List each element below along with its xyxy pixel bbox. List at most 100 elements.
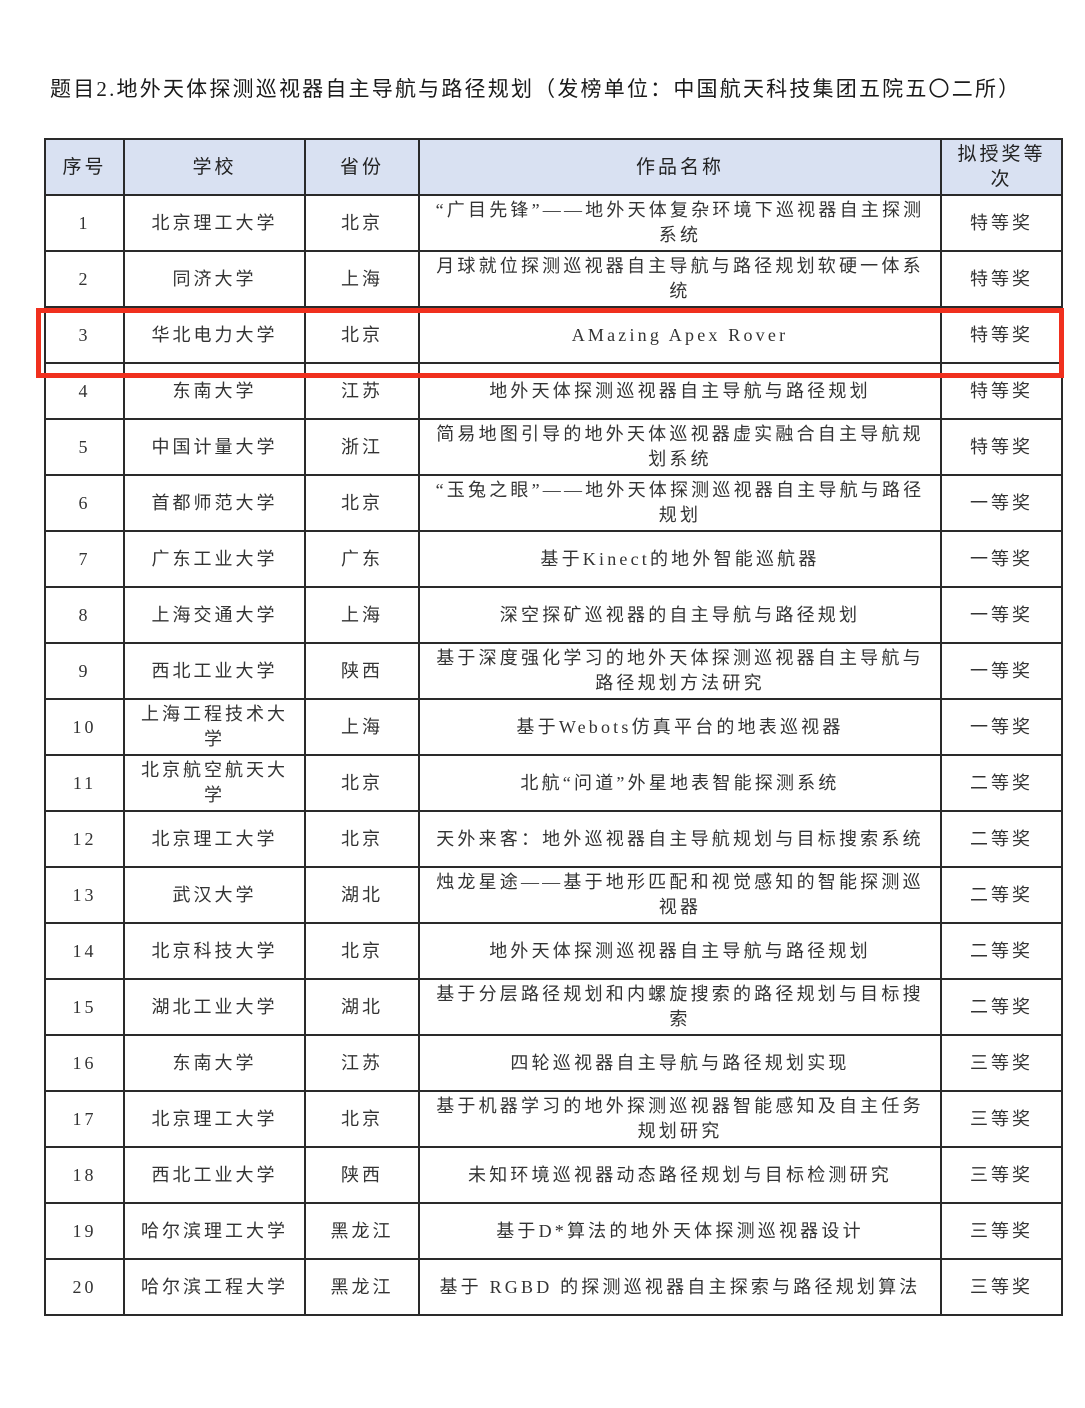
province-cell: 北京	[304, 1090, 420, 1148]
award-cell: 三等奖	[940, 1258, 1063, 1316]
row-number: 6	[44, 474, 125, 532]
award-cell: 三等奖	[940, 1090, 1063, 1148]
row-number: 3	[44, 306, 125, 364]
work-title-cell: “玉兔之眼”——地外天体探测巡视器自主导航与路径规划	[418, 474, 942, 532]
award-cell: 特等奖	[940, 418, 1063, 476]
award-cell: 三等奖	[940, 1034, 1063, 1092]
row-number: 10	[44, 698, 125, 756]
work-title-cell: 深空探矿巡视器的自主导航与路径规划	[418, 586, 942, 644]
table-row: 20 哈尔滨工程大学 黑龙江 基于 RGBD 的探测巡视器自主探索与路径规划算法 三等奖	[44, 1258, 1063, 1316]
header-award: 拟授奖等次	[940, 138, 1063, 196]
work-title-cell: 简易地图引导的地外天体巡视器虚实融合自主导航规划系统	[418, 418, 942, 476]
table-row: 3 华北电力大学 北京 AMazing Apex Rover 特等奖	[44, 306, 1063, 364]
school-cell: 北京航空航天大学	[123, 754, 306, 812]
award-cell: 特等奖	[940, 306, 1063, 364]
award-cell: 二等奖	[940, 922, 1063, 980]
school-cell: 北京科技大学	[123, 922, 306, 980]
province-cell: 北京	[304, 810, 420, 868]
school-cell: 东南大学	[123, 362, 306, 420]
province-cell: 广东	[304, 530, 420, 588]
province-cell: 北京	[304, 754, 420, 812]
row-number: 5	[44, 418, 125, 476]
table-row: 2 同济大学 上海 月球就位探测巡视器自主导航与路径规划软硬一体系统 特等奖	[44, 250, 1063, 308]
table-row: 16 东南大学 江苏 四轮巡视器自主导航与路径规划实现 三等奖	[44, 1034, 1063, 1092]
work-title-cell: 基于Webots仿真平台的地表巡视器	[418, 698, 942, 756]
table-row: 17 北京理工大学 北京 基于机器学习的地外探测巡视器智能感知及自主任务规划研究 三等奖	[44, 1090, 1063, 1148]
award-cell: 二等奖	[940, 810, 1063, 868]
work-title-cell: “广目先锋”——地外天体复杂环境下巡视器自主探测系统	[418, 194, 942, 252]
award-cell: 三等奖	[940, 1202, 1063, 1260]
table-header-row: 序号 学校 省份 作品名称 拟授奖等次	[44, 138, 1063, 196]
work-title-cell: 基于深度强化学习的地外天体探测巡视器自主导航与路径规划方法研究	[418, 642, 942, 700]
row-number: 12	[44, 810, 125, 868]
school-cell: 湖北工业大学	[123, 978, 306, 1036]
province-cell: 湖北	[304, 978, 420, 1036]
award-cell: 二等奖	[940, 978, 1063, 1036]
province-cell: 江苏	[304, 1034, 420, 1092]
results-table: 序号 学校 省份 作品名称 拟授奖等次 1 北京理工大学 北京 “广目先锋”——地外天…	[44, 138, 1063, 1316]
award-cell: 一等奖	[940, 530, 1063, 588]
work-title-cell: 基于机器学习的地外探测巡视器智能感知及自主任务规划研究	[418, 1090, 942, 1148]
work-title-cell: 四轮巡视器自主导航与路径规划实现	[418, 1034, 942, 1092]
table-row: 1 北京理工大学 北京 “广目先锋”——地外天体复杂环境下巡视器自主探测系统 特等奖	[44, 194, 1063, 252]
row-number: 18	[44, 1146, 125, 1204]
table-row: 13 武汉大学 湖北 烛龙星途——基于地形匹配和视觉感知的智能探测巡视器 二等奖	[44, 866, 1063, 924]
school-cell: 西北工业大学	[123, 1146, 306, 1204]
school-cell: 上海工程技术大学	[123, 698, 306, 756]
school-cell: 东南大学	[123, 1034, 306, 1092]
province-cell: 北京	[304, 306, 420, 364]
row-number: 9	[44, 642, 125, 700]
school-cell: 哈尔滨理工大学	[123, 1202, 306, 1260]
school-cell: 北京理工大学	[123, 194, 306, 252]
work-title-cell: 天外来客：地外巡视器自主导航规划与目标搜索系统	[418, 810, 942, 868]
award-cell: 特等奖	[940, 362, 1063, 420]
table-row: 6 首都师范大学 北京 “玉兔之眼”——地外天体探测巡视器自主导航与路径规划 一等奖	[44, 474, 1063, 532]
table-row: 19 哈尔滨理工大学 黑龙江 基于D*算法的地外天体探测巡视器设计 三等奖	[44, 1202, 1063, 1260]
work-title-cell: 基于 RGBD 的探测巡视器自主探索与路径规划算法	[418, 1258, 942, 1316]
work-title-cell: 月球就位探测巡视器自主导航与路径规划软硬一体系统	[418, 250, 942, 308]
work-title-cell: 烛龙星途——基于地形匹配和视觉感知的智能探测巡视器	[418, 866, 942, 924]
province-cell: 上海	[304, 698, 420, 756]
award-cell: 特等奖	[940, 194, 1063, 252]
header-no: 序号	[44, 138, 125, 196]
province-cell: 黑龙江	[304, 1258, 420, 1316]
award-cell: 一等奖	[940, 474, 1063, 532]
province-cell: 湖北	[304, 866, 420, 924]
award-cell: 二等奖	[940, 754, 1063, 812]
province-cell: 浙江	[304, 418, 420, 476]
school-cell: 广东工业大学	[123, 530, 306, 588]
table-row: 5 中国计量大学 浙江 简易地图引导的地外天体巡视器虚实融合自主导航规划系统 特等奖	[44, 418, 1063, 476]
table-row: 4 东南大学 江苏 地外天体探测巡视器自主导航与路径规划 特等奖	[44, 362, 1063, 420]
work-title-cell: 地外天体探测巡视器自主导航与路径规划	[418, 922, 942, 980]
row-number: 16	[44, 1034, 125, 1092]
header-work: 作品名称	[418, 138, 942, 196]
table-row: 11 北京航空航天大学 北京 北航“问道”外星地表智能探测系统 二等奖	[44, 754, 1063, 812]
work-title-cell: 北航“问道”外星地表智能探测系统	[418, 754, 942, 812]
work-title-cell: 基于Kinect的地外智能巡航器	[418, 530, 942, 588]
work-title-cell: AMazing Apex Rover	[418, 306, 942, 364]
row-number: 8	[44, 586, 125, 644]
row-number: 19	[44, 1202, 125, 1260]
row-number: 2	[44, 250, 125, 308]
school-cell: 西北工业大学	[123, 642, 306, 700]
award-cell: 特等奖	[940, 250, 1063, 308]
award-cell: 三等奖	[940, 1146, 1063, 1204]
school-cell: 首都师范大学	[123, 474, 306, 532]
work-title-cell: 基于分层路径规划和内螺旋搜索的路径规划与目标搜索	[418, 978, 942, 1036]
work-title-cell: 基于D*算法的地外天体探测巡视器设计	[418, 1202, 942, 1260]
work-title-cell: 未知环境巡视器动态路径规划与目标检测研究	[418, 1146, 942, 1204]
school-cell: 同济大学	[123, 250, 306, 308]
row-number: 11	[44, 754, 125, 812]
row-number: 15	[44, 978, 125, 1036]
award-cell: 一等奖	[940, 698, 1063, 756]
row-number: 20	[44, 1258, 125, 1316]
row-number: 14	[44, 922, 125, 980]
province-cell: 上海	[304, 250, 420, 308]
row-number: 7	[44, 530, 125, 588]
school-cell: 北京理工大学	[123, 1090, 306, 1148]
award-cell: 二等奖	[940, 866, 1063, 924]
award-cell: 一等奖	[940, 642, 1063, 700]
row-number: 13	[44, 866, 125, 924]
table-row: 10 上海工程技术大学 上海 基于Webots仿真平台的地表巡视器 一等奖	[44, 698, 1063, 756]
province-cell: 陕西	[304, 642, 420, 700]
